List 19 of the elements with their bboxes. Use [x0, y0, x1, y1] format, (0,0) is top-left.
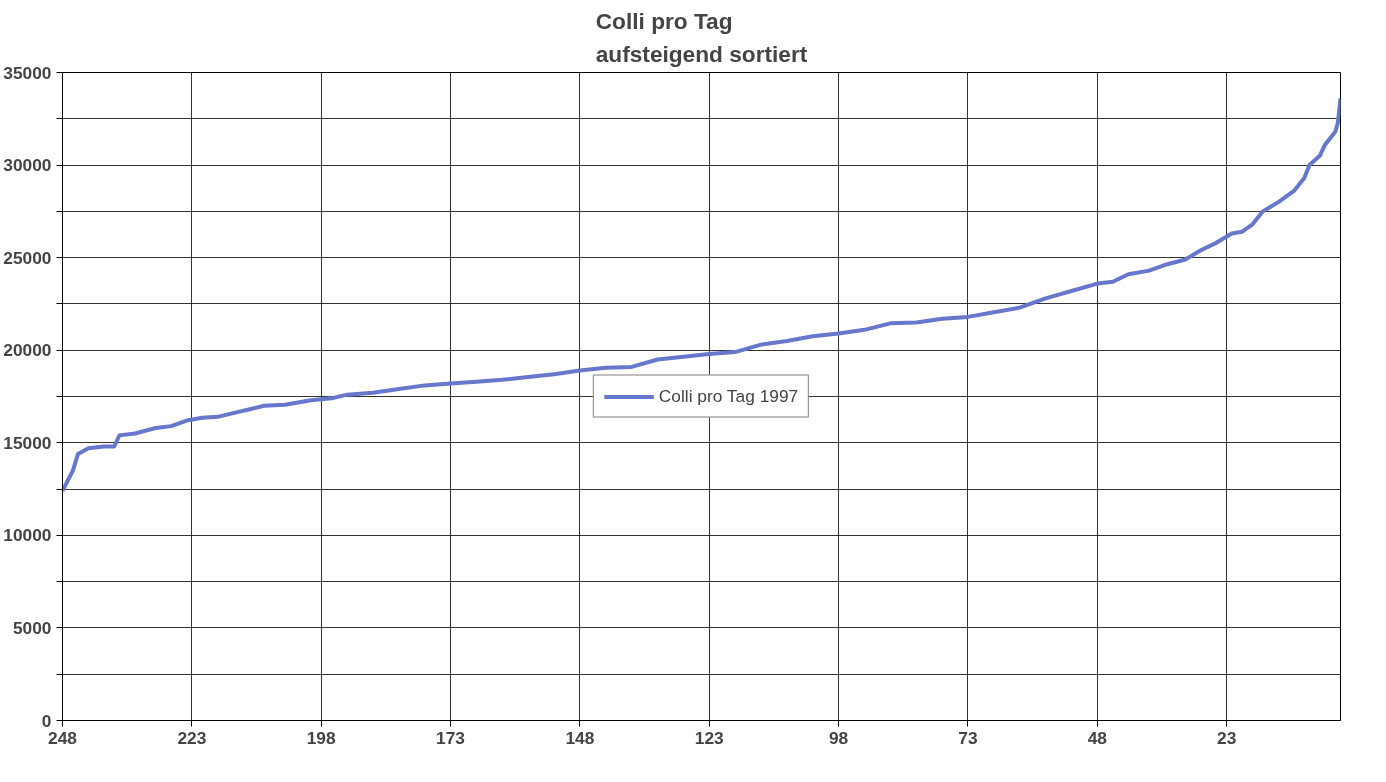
y-tick-label: 20000: [3, 340, 52, 361]
x-tick-label: 98: [828, 727, 849, 748]
legend-label: Colli pro Tag 1997: [658, 385, 799, 407]
x-tick-label: 123: [694, 727, 725, 748]
x-tick-label: 23: [1217, 727, 1237, 748]
y-tick-label: 25000: [3, 247, 52, 268]
y-tick-label: 30000: [3, 155, 52, 176]
y-tick-label: 10000: [3, 525, 52, 546]
x-tick-label: 73: [958, 727, 978, 748]
x-tick-label: 223: [177, 727, 207, 748]
y-tick-label: 5000: [12, 617, 52, 638]
x-tick-label: 198: [306, 727, 337, 748]
x-tick-label: 48: [1087, 727, 1108, 748]
y-tick-label: 15000: [3, 432, 52, 453]
chart-title: Colli pro Tag aufsteigend sortiert: [595, 7, 808, 68]
x-tick-label: 173: [436, 727, 466, 748]
line-series: [62, 96, 1341, 493]
x-tick-label: 148: [565, 727, 595, 748]
y-tick-label: 35000: [3, 62, 52, 83]
